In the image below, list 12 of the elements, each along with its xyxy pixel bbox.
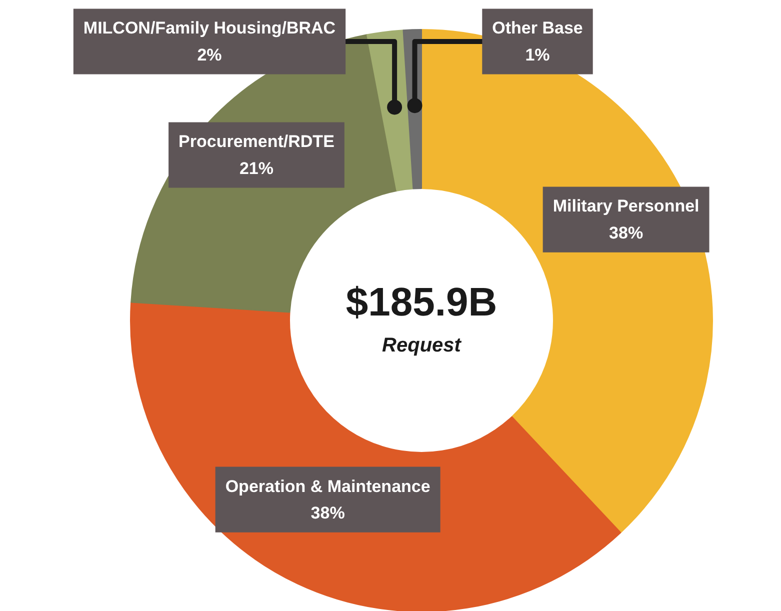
data-label: 1% xyxy=(525,45,550,64)
data-label: 38% xyxy=(310,503,345,522)
slice-label: Military Personnel xyxy=(552,196,700,216)
data-label: 2% xyxy=(197,45,222,64)
data-label: 38% xyxy=(609,223,644,242)
slice-label: Operation & Maintenance xyxy=(225,476,430,496)
text: Request xyxy=(382,334,462,356)
slice-label: Other Base xyxy=(492,18,583,38)
data-label: 21% xyxy=(239,158,274,178)
slice-label: MILCON/Family Housing/BRAC xyxy=(83,18,336,38)
text: $185.9B xyxy=(346,280,498,324)
slice-label: Procurement/RDTE xyxy=(178,132,334,152)
